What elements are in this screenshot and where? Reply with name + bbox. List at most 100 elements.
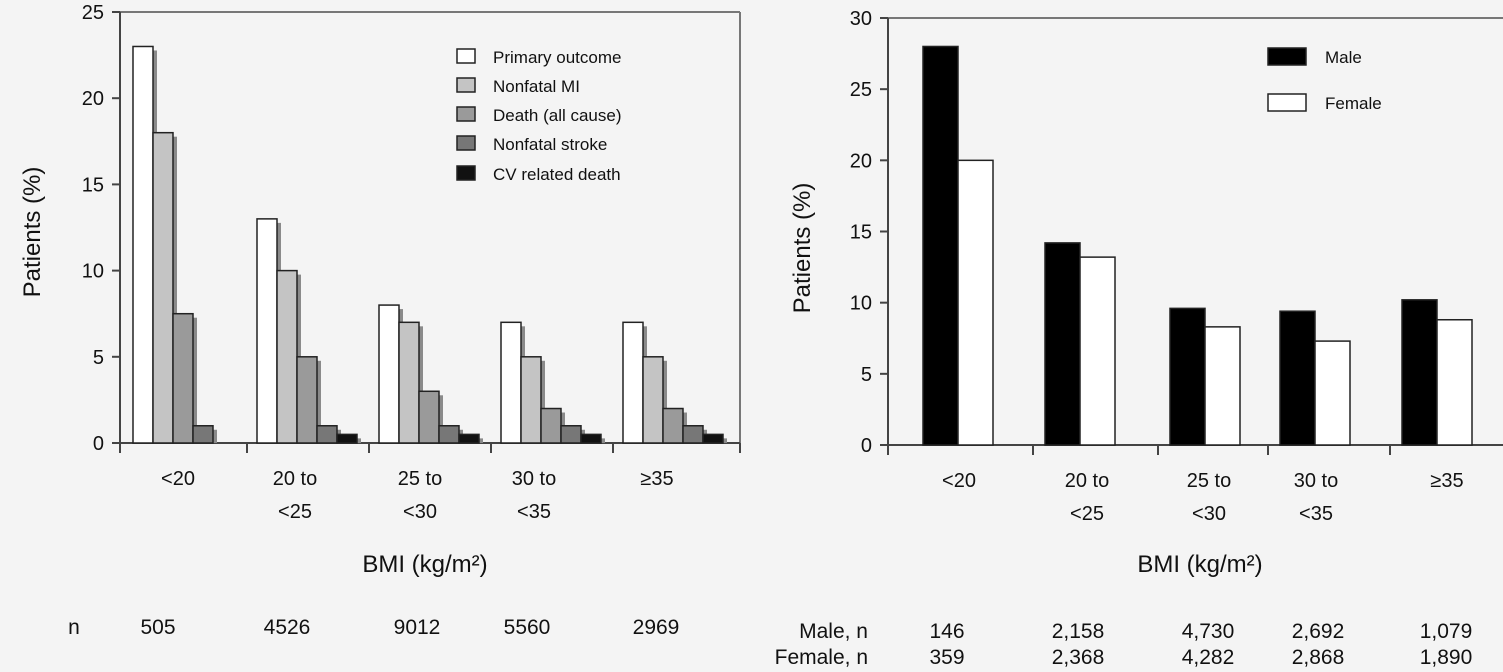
bar	[1044, 242, 1081, 446]
legend-swatch	[1267, 93, 1307, 112]
bar-shadow	[173, 136, 177, 443]
n-value: 4526	[264, 616, 311, 639]
chart-right: 0 5 10 15 20 25 30 <20 20 to <25 25 to <30 30 to <35 ≥…	[775, 8, 1503, 669]
bar	[438, 425, 460, 444]
legend-label: Female	[1325, 94, 1382, 113]
bar-shadow	[317, 360, 321, 443]
bar	[1436, 318, 1473, 446]
legend-label: CV related death	[493, 165, 621, 184]
bar	[560, 425, 582, 444]
bar	[1314, 340, 1351, 446]
x-category-label: <35	[1299, 503, 1333, 525]
n-value: 9012	[394, 616, 441, 639]
bar	[336, 433, 358, 444]
n-value: 2,692	[1292, 620, 1345, 643]
x-category-label: <30	[403, 501, 437, 523]
legend-label: Male	[1325, 48, 1362, 67]
bar-shadow	[439, 395, 443, 443]
bar	[418, 390, 440, 444]
n-value: 4,730	[1182, 620, 1235, 643]
legend-label: Primary outcome	[493, 48, 621, 67]
legend-swatch	[1267, 47, 1307, 66]
y-tick-label: 20	[850, 150, 872, 172]
bar	[132, 45, 154, 444]
x-category-label: <20	[942, 470, 976, 492]
bar	[378, 304, 400, 444]
x-category-label: <30	[1192, 503, 1226, 525]
y-tick-label: 0	[93, 433, 104, 455]
n-value: 5560	[504, 616, 551, 639]
legend-swatch	[456, 77, 476, 93]
y-tick-label: 15	[850, 222, 872, 244]
legend-swatch	[456, 106, 476, 122]
bar	[702, 433, 724, 444]
bar-shadow	[479, 438, 483, 443]
y-tick-label: 30	[850, 8, 872, 30]
n-value: 2,368	[1052, 646, 1105, 669]
bar-shadow	[193, 317, 197, 443]
bar	[682, 425, 704, 444]
bar	[1169, 307, 1206, 446]
n-value: 505	[140, 616, 175, 639]
bar	[662, 407, 684, 444]
n-value: 4,282	[1182, 646, 1235, 669]
y-axis-label: Patients (%)	[19, 167, 46, 298]
x-category-label: 30 to	[1294, 470, 1338, 492]
bar	[458, 433, 480, 444]
n-row-label: n	[68, 616, 80, 639]
bar-shadow	[419, 326, 423, 443]
bar	[922, 45, 959, 446]
x-category-label: <20	[161, 468, 195, 490]
bar	[1079, 256, 1116, 446]
bar-shadow	[213, 429, 217, 443]
x-category-label: 25 to	[398, 468, 442, 490]
bar	[256, 218, 278, 444]
y-tick-label: 5	[93, 347, 104, 369]
n-value: 359	[929, 646, 964, 669]
x-category-label: 25 to	[1187, 470, 1231, 492]
y-tick-label: 20	[82, 88, 104, 110]
bar	[957, 159, 994, 446]
bar-shadow	[663, 360, 667, 443]
x-category-label: <25	[278, 501, 312, 523]
y-tick-label: 5	[861, 364, 872, 386]
legend-label: Nonfatal MI	[493, 77, 580, 96]
legend-swatch	[456, 165, 476, 181]
bar	[192, 425, 214, 444]
bar-shadow	[723, 438, 727, 443]
chart-left: 0 5 10 15 20 25 <20 20 to <25 25 to <30 30 to <35 ≥35…	[19, 2, 741, 639]
bar	[276, 269, 298, 444]
bar-shadow	[541, 360, 545, 443]
x-category-label: <25	[1070, 503, 1104, 525]
legend-swatch	[456, 135, 476, 151]
n-row-label: Male, n	[799, 620, 868, 643]
x-axis-label: BMI (kg/m²)	[1137, 551, 1262, 578]
legend-label: Nonfatal stroke	[493, 135, 607, 154]
y-tick-label: 10	[850, 293, 872, 315]
x-category-label: 20 to	[273, 468, 317, 490]
bar	[520, 356, 542, 444]
y-tick-label: 10	[82, 261, 104, 283]
bar	[316, 425, 338, 444]
n-value: 146	[929, 620, 964, 643]
y-axis-label: Patients (%)	[789, 183, 816, 314]
bar	[1204, 326, 1241, 446]
legend-swatch	[456, 48, 476, 64]
x-category-label: ≥35	[640, 468, 673, 490]
y-tick-label: 25	[850, 79, 872, 101]
bar-shadow	[357, 438, 361, 443]
bar	[642, 356, 664, 444]
bar	[172, 312, 194, 444]
x-category-label: ≥35	[1430, 470, 1463, 492]
n-value: 1,079	[1420, 620, 1473, 643]
y-tick-label: 0	[861, 435, 872, 457]
n-value: 1,890	[1420, 646, 1473, 669]
bar	[1279, 310, 1316, 446]
bar	[500, 321, 522, 444]
x-category-label: 20 to	[1065, 470, 1109, 492]
bar	[152, 131, 174, 444]
n-value: 2,158	[1052, 620, 1105, 643]
bar	[540, 407, 562, 444]
n-row-label: Female, n	[775, 646, 868, 669]
